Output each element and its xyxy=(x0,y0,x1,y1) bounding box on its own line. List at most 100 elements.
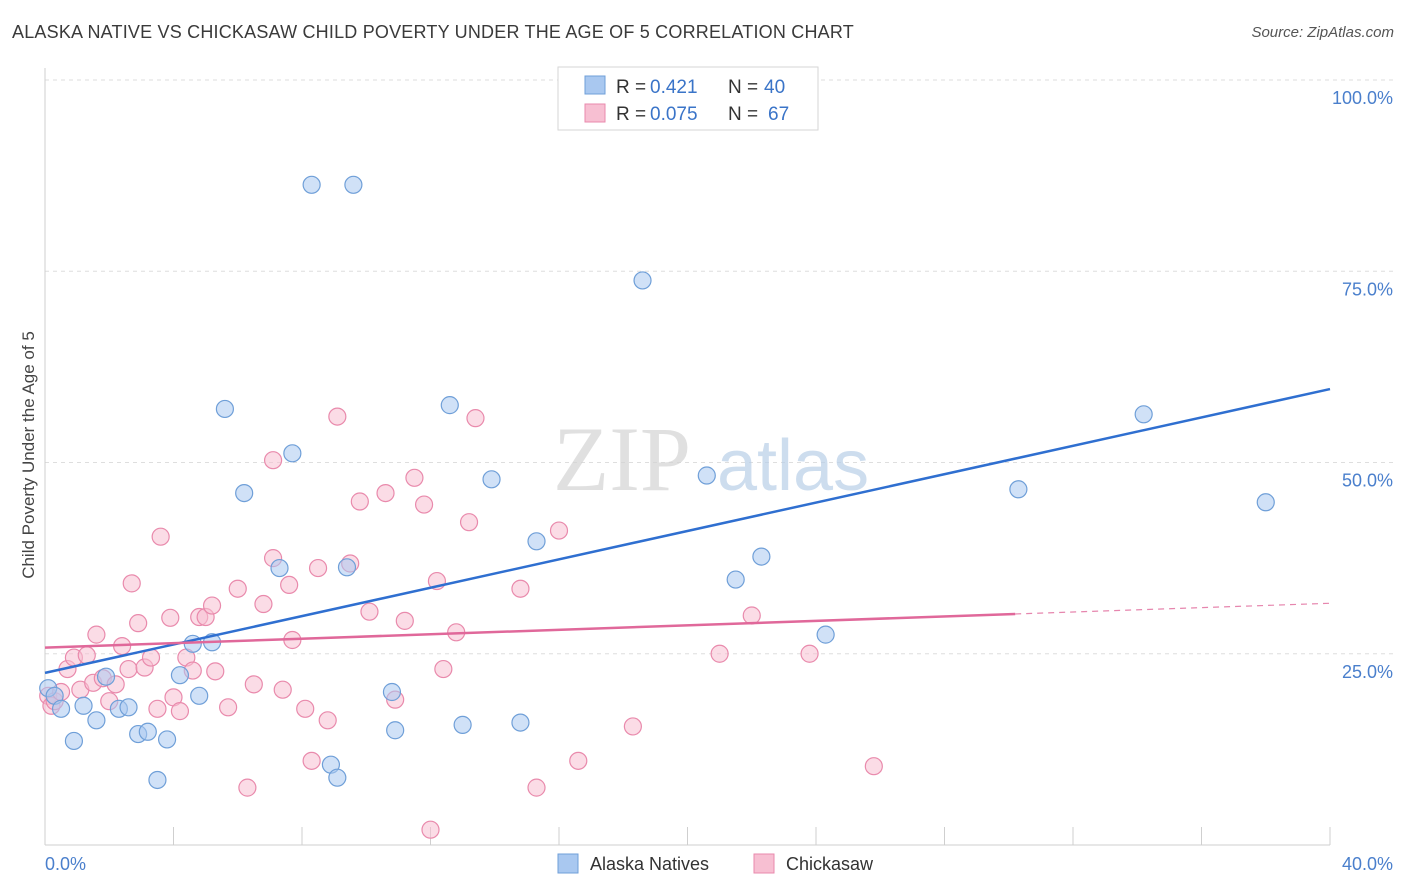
alaska-native-point-5 xyxy=(87,711,106,730)
chickasaw-point-42 xyxy=(308,558,328,578)
chickasaw-point-63 xyxy=(623,717,642,736)
chickasaw-point-60 xyxy=(527,778,546,797)
chickasaw-point-36 xyxy=(263,451,283,470)
legend-swatch-alaska xyxy=(584,75,606,95)
chickasaw-point-16 xyxy=(129,614,148,633)
legend-swatch-chickasaw xyxy=(584,103,606,123)
chickasaw-point-14 xyxy=(119,659,138,679)
chickasaw-point-64 xyxy=(710,644,729,663)
chickasaw-point-34 xyxy=(254,594,273,614)
alaska-native-point-37 xyxy=(816,625,835,644)
legend-r-label-1: R = xyxy=(616,77,646,98)
x-tick-label-1: 40.0% xyxy=(1342,854,1393,874)
chickasaw-point-65 xyxy=(742,606,761,625)
series-legend: Alaska Natives Chickasaw xyxy=(557,853,874,874)
alaska-native-point-29 xyxy=(453,715,472,734)
y-tick-label-2: 75.0% xyxy=(1342,279,1393,299)
y-axis-label: Child Poverty Under the Age of 5 xyxy=(19,331,38,579)
chickasaw-point-61 xyxy=(549,521,569,540)
alaska-native-point-38 xyxy=(1009,480,1028,499)
y-tick-label-0: 25.0% xyxy=(1342,662,1393,682)
alaska-native-point-24 xyxy=(337,558,357,577)
alaska-native-point-32 xyxy=(527,532,546,551)
chickasaw-point-20 xyxy=(151,527,170,546)
chickasaw-point-28 xyxy=(202,596,222,615)
chickasaw-point-47 xyxy=(360,602,379,621)
alaska-native-point-31 xyxy=(511,713,530,732)
alaska-native-point-34 xyxy=(697,466,716,485)
watermark-atlas: atlas xyxy=(717,426,869,506)
chickasaw-point-41 xyxy=(302,751,321,770)
alaska-native-point-15 xyxy=(190,686,209,705)
chickasaw-point-33 xyxy=(244,675,263,694)
chickasaw-point-31 xyxy=(228,579,247,598)
chickasaw-point-44 xyxy=(328,407,347,426)
source-label: Source: ZipAtlas.com xyxy=(1251,24,1394,41)
alaska-native-point-25 xyxy=(344,175,363,194)
chickasaw-point-58 xyxy=(466,409,485,428)
chickasaw-point-66 xyxy=(800,644,819,663)
alaska-native-point-2 xyxy=(51,699,71,718)
alaska-native-point-3 xyxy=(64,731,84,751)
chickasaw-point-46 xyxy=(350,492,369,511)
chickasaw-point-57 xyxy=(459,513,479,532)
alaska-native-point-4 xyxy=(74,696,93,715)
alaska-native-point-17 xyxy=(215,399,234,419)
y-tick-label-1: 50.0% xyxy=(1342,471,1393,491)
chickasaw-point-37 xyxy=(273,680,292,699)
legend-r-value-2: 0.075 xyxy=(650,104,698,125)
y-tick-labels: 25.0% 50.0% 75.0% 100.0% xyxy=(1332,88,1393,682)
alaska-native-point-20 xyxy=(283,444,302,463)
alaska-native-point-30 xyxy=(482,470,501,489)
alaska-native-point-26 xyxy=(382,682,402,702)
alaska-native-point-40 xyxy=(1256,493,1275,512)
legend-n-label-1: N = xyxy=(728,77,758,98)
series-legend-swatch-alaska xyxy=(557,853,579,874)
chickasaw-point-38 xyxy=(280,575,299,595)
x-tick-label-0: 0.0% xyxy=(45,854,86,874)
x-tick-labels: 0.0% 40.0% xyxy=(45,854,1393,874)
trend-lines xyxy=(44,387,1331,675)
chickasaw-point-52 xyxy=(414,495,434,514)
chickasaw-trend-extension xyxy=(1015,602,1331,615)
chickasaw-point-19 xyxy=(148,699,167,718)
chickasaw-trend-line xyxy=(44,612,1016,649)
chickasaw-point-23 xyxy=(170,702,190,721)
alaska-native-point-23 xyxy=(328,768,347,787)
chickasaw-point-59 xyxy=(511,579,530,598)
alaska-native-point-19 xyxy=(270,558,289,578)
legend-n-value-1: 40 xyxy=(764,77,785,98)
grid-lines xyxy=(45,79,1395,655)
alaska-native-point-13 xyxy=(170,666,190,685)
chickasaw-point-51 xyxy=(405,468,424,487)
series-legend-chickasaw: Chickasaw xyxy=(786,854,874,874)
chickasaw-point-9 xyxy=(87,625,106,644)
alaska-native-point-36 xyxy=(752,547,771,566)
series-legend-swatch-chickasaw xyxy=(753,853,775,874)
chickasaw-point-50 xyxy=(395,611,414,630)
chickasaw-point-40 xyxy=(296,699,315,718)
chickasaw-point-62 xyxy=(569,751,588,770)
chickasaw-point-53 xyxy=(421,820,440,839)
axes xyxy=(44,68,1331,846)
legend-n-value-2: 67 xyxy=(768,104,789,125)
chart-title: ALASKA NATIVE VS CHICKASAW CHILD POVERTY… xyxy=(12,22,854,42)
series-legend-alaska: Alaska Natives xyxy=(590,854,709,874)
alaska-native-point-6 xyxy=(96,667,116,686)
alaska-native-point-11 xyxy=(148,770,167,790)
alaska-native-point-8 xyxy=(119,698,138,717)
chickasaw-point-48 xyxy=(376,484,395,503)
alaska-native-point-12 xyxy=(157,730,177,749)
watermark-zip: ZIP xyxy=(553,408,691,510)
alaska-native-point-35 xyxy=(726,570,745,589)
y-tick-label-3: 100.0% xyxy=(1332,88,1393,108)
watermark: ZIP atlas xyxy=(553,408,869,510)
legend-r-label-2: R = xyxy=(616,104,646,125)
alaska-native-point-10 xyxy=(138,722,157,741)
alaska-natives-trend-line xyxy=(44,387,1331,675)
chickasaw-point-55 xyxy=(434,659,453,679)
alaska-native-point-27 xyxy=(386,721,405,740)
chickasaw-point-32 xyxy=(238,778,257,797)
chickasaw-point-15 xyxy=(122,574,141,593)
alaska-native-point-33 xyxy=(633,271,652,290)
